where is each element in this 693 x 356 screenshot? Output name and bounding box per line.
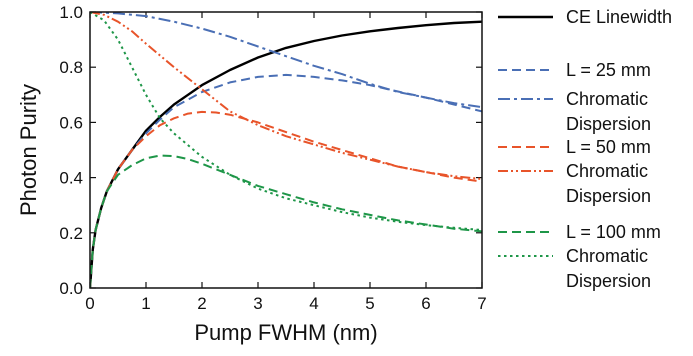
legend: CE Linewidth L = 25 mm Chromatic Dispersion… (498, 7, 672, 291)
x-tick-label: 1 (141, 294, 150, 313)
x-tick-label: 2 (197, 294, 206, 313)
series-line-6 (90, 12, 482, 231)
x-tick-label: 7 (477, 294, 486, 313)
y-axis-label: Photon Purity (16, 84, 41, 216)
legend-label-2-line2: Dispersion (566, 114, 651, 134)
legend-label-6-line2: Dispersion (566, 271, 651, 291)
series-line-2 (90, 12, 482, 109)
legend-label-4: Chromatic (566, 161, 648, 181)
series-line-4 (90, 12, 482, 180)
y-tick-label: 0.8 (59, 58, 83, 77)
y-tick-label: 0.0 (59, 279, 83, 298)
legend-label-6: Chromatic (566, 246, 648, 266)
x-axis-label: Pump FWHM (nm) (194, 320, 377, 345)
legend-label-5: L = 100 mm (566, 222, 661, 242)
series-lines (90, 12, 482, 288)
y-tick-label: 0.6 (59, 113, 83, 132)
legend-label-1: L = 25 mm (566, 60, 651, 80)
x-tick-label: 5 (365, 294, 374, 313)
x-tick-label: 6 (421, 294, 430, 313)
y-tick-label: 0.4 (59, 169, 83, 188)
legend-label-2: Chromatic (566, 89, 648, 109)
tick-labels: 0 1 2 3 4 5 6 7 0.0 0.2 0.4 0.6 0.8 1.0 (59, 3, 486, 313)
legend-label-4-line2: Dispersion (566, 186, 651, 206)
x-tick-label: 4 (309, 294, 318, 313)
plot-frame (89, 11, 483, 289)
y-tick-label: 1.0 (59, 3, 83, 22)
legend-label-0: CE Linewidth (566, 7, 672, 27)
x-tick-label: 3 (253, 294, 262, 313)
y-tick-label: 0.2 (59, 224, 83, 243)
series-line-5 (90, 154, 482, 288)
legend-label-3: L = 50 mm (566, 137, 651, 157)
x-tick-label: 0 (85, 294, 94, 313)
